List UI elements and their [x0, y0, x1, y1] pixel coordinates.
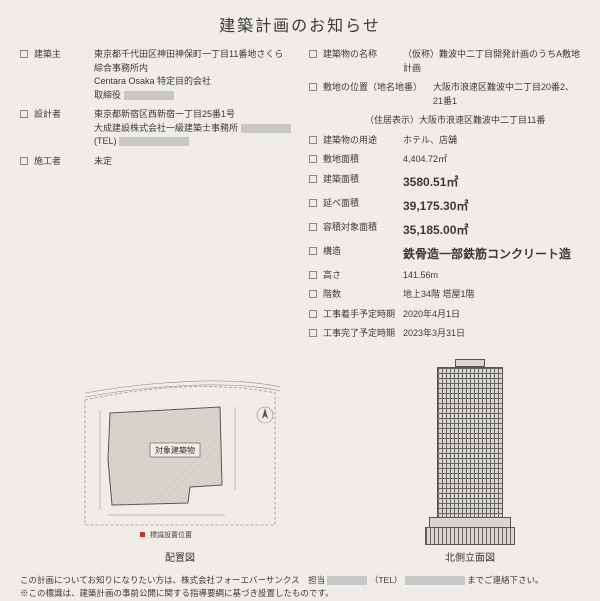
field-value: 4,404.72㎡ — [403, 153, 580, 167]
checkbox-icon — [309, 155, 317, 163]
checkbox-icon — [309, 223, 317, 231]
info-row: 工事着手予定時期2020年4月1日 — [309, 308, 580, 322]
site-plan-figure: 対象建築物 標識設置位置 配置図 — [70, 365, 290, 564]
contractor-label: 施工者 — [34, 155, 94, 169]
checkbox-icon — [309, 310, 317, 318]
owner-value: 東京都千代田区神田神保町一丁目11番地さくら綜合事務所内 Centara Osa… — [94, 48, 291, 102]
field-label: 構造 — [323, 245, 403, 259]
footer-line2: ※この標識は、建築計画の事前公開に関する指導要綱に基づき設置したものです。 — [20, 587, 580, 601]
tower-body — [437, 367, 503, 527]
checkbox-icon — [309, 290, 317, 298]
field-value: 141.56m — [403, 269, 580, 283]
field-value: 2023年3月31日 — [403, 327, 580, 341]
field-value: 2020年4月1日 — [403, 308, 580, 322]
footer-text-1c: までご連絡下さい。 — [467, 575, 544, 585]
field-value: （仮称）難波中二丁目開発計画のうちA敷地計画 — [403, 48, 580, 75]
redacted-block — [119, 137, 189, 146]
redacted-block — [241, 124, 291, 133]
contractor-row: 施工者 未定 — [20, 155, 291, 169]
checkbox-icon — [309, 83, 317, 91]
info-row: 容積対象面積35,185.00㎡ — [309, 221, 580, 239]
checkbox-icon — [309, 329, 317, 337]
tower-penthouse — [455, 359, 485, 367]
field-label: 敷地面積 — [323, 153, 403, 167]
field-label: 工事着手予定時期 — [323, 308, 403, 322]
info-row: 敷地面積4,404.72㎡ — [309, 153, 580, 167]
field-label: 容積対象面積 — [323, 221, 403, 235]
info-row: 工事完了予定時期2023年3月31日 — [309, 327, 580, 341]
site-plan-caption: 配置図 — [70, 549, 290, 564]
owner-row: 建築主 東京都千代田区神田神保町一丁目11番地さくら綜合事務所内 Centara… — [20, 48, 291, 102]
field-value: 35,185.00㎡ — [403, 221, 580, 239]
checkbox-icon — [309, 50, 317, 58]
info-subrow: （住居表示）大阪市浪速区難波中二丁目11番 — [309, 114, 580, 128]
checkbox-icon — [309, 271, 317, 279]
designer-tel: (TEL) — [94, 136, 117, 146]
designer-line2: 大成建設株式会社一級建築士事務所 — [94, 123, 238, 133]
redacted-block — [124, 91, 174, 100]
contractor-value: 未定 — [94, 155, 291, 169]
info-row: 建築面積3580.51㎡ — [309, 173, 580, 191]
info-row: 階数地上34階 塔屋1階 — [309, 288, 580, 302]
field-label: 工事完了予定時期 — [323, 327, 403, 341]
info-row: 延べ面積39,175.30㎡ — [309, 197, 580, 215]
right-column: 建築物の名称（仮称）難波中二丁目開発計画のうちA敷地計画 敷地の位置（地名地番）… — [309, 48, 580, 347]
field-sublabel: （住居表示） — [323, 114, 419, 128]
checkbox-icon — [309, 175, 317, 183]
info-columns: 建築主 東京都千代田区神田神保町一丁目11番地さくら綜合事務所内 Centara… — [20, 48, 580, 347]
tower-podium — [425, 527, 515, 545]
field-label: 階数 — [323, 288, 403, 302]
owner-line2: Centara Osaka 特定目的会社 — [94, 76, 211, 86]
field-value: 3580.51㎡ — [403, 173, 580, 191]
field-value: 地上34階 塔屋1階 — [403, 288, 580, 302]
field-value: 大阪市浪速区難波中二丁目11番 — [419, 114, 580, 128]
owner-line3: 取締役 — [94, 90, 121, 100]
figures-row: 対象建築物 標識設置位置 配置図 北側立面図 — [20, 355, 580, 564]
redacted-block — [327, 576, 367, 585]
owner-label: 建築主 — [34, 48, 94, 62]
info-row: 構造鉄骨造一部鉄筋コンクリート造 — [309, 245, 580, 263]
tower-podium-upper — [429, 517, 511, 527]
checkbox-icon — [309, 247, 317, 255]
elevation-drawing — [425, 355, 515, 545]
field-label: 高さ — [323, 269, 403, 283]
field-value: ホテル、店舗 — [403, 134, 580, 148]
designer-value: 東京都新宿区西新宿一丁目25番1号 大成建設株式会社一級建築士事務所 (TEL) — [94, 108, 291, 149]
designer-label: 設計者 — [34, 108, 94, 122]
info-row: 建築物の用途ホテル、店舗 — [309, 134, 580, 148]
field-label: 敷地の位置（地名地番） — [323, 81, 433, 95]
site-plan-drawing: 対象建築物 標識設置位置 — [70, 365, 290, 545]
redacted-block — [405, 576, 465, 585]
field-label: 建築物の用途 — [323, 134, 403, 148]
svg-text:標識設置位置: 標識設置位置 — [150, 530, 192, 539]
svg-text:対象建築物: 対象建築物 — [155, 445, 195, 455]
info-row: 敷地の位置（地名地番）大阪市浪速区難波中二丁目20番2、21番1 — [309, 81, 580, 108]
footer-tel: （TEL） — [370, 575, 403, 585]
field-value: 39,175.30㎡ — [403, 197, 580, 215]
left-column: 建築主 東京都千代田区神田神保町一丁目11番地さくら綜合事務所内 Centara… — [20, 48, 291, 347]
field-value: 大阪市浪速区難波中二丁目20番2、21番1 — [433, 81, 580, 108]
checkbox-icon — [20, 157, 28, 165]
footer-line1: この計画についてお知りになりたい方は、株式会社フォーエバーサンクス 担当 （TE… — [20, 574, 580, 588]
page-title: 建築計画のお知らせ — [20, 12, 580, 36]
field-label: 建築面積 — [323, 173, 403, 187]
footer-text-1a: この計画についてお知りになりたい方は、株式会社フォーエバーサンクス 担当 — [20, 575, 325, 585]
elevation-figure: 北側立面図 — [410, 355, 530, 564]
field-label: 延べ面積 — [323, 197, 403, 211]
checkbox-icon — [20, 110, 28, 118]
info-row: 建築物の名称（仮称）難波中二丁目開発計画のうちA敷地計画 — [309, 48, 580, 75]
checkbox-icon — [309, 136, 317, 144]
checkbox-icon — [20, 50, 28, 58]
field-label: 建築物の名称 — [323, 48, 403, 62]
checkbox-icon — [309, 199, 317, 207]
designer-line1: 東京都新宿区西新宿一丁目25番1号 — [94, 109, 235, 119]
footer: この計画についてお知りになりたい方は、株式会社フォーエバーサンクス 担当 （TE… — [20, 574, 580, 601]
designer-row: 設計者 東京都新宿区西新宿一丁目25番1号 大成建設株式会社一級建築士事務所 (… — [20, 108, 291, 149]
field-value: 鉄骨造一部鉄筋コンクリート造 — [403, 245, 580, 263]
owner-line1: 東京都千代田区神田神保町一丁目11番地さくら綜合事務所内 — [94, 49, 283, 73]
info-row: 高さ141.56m — [309, 269, 580, 283]
elevation-caption: 北側立面図 — [410, 549, 530, 564]
